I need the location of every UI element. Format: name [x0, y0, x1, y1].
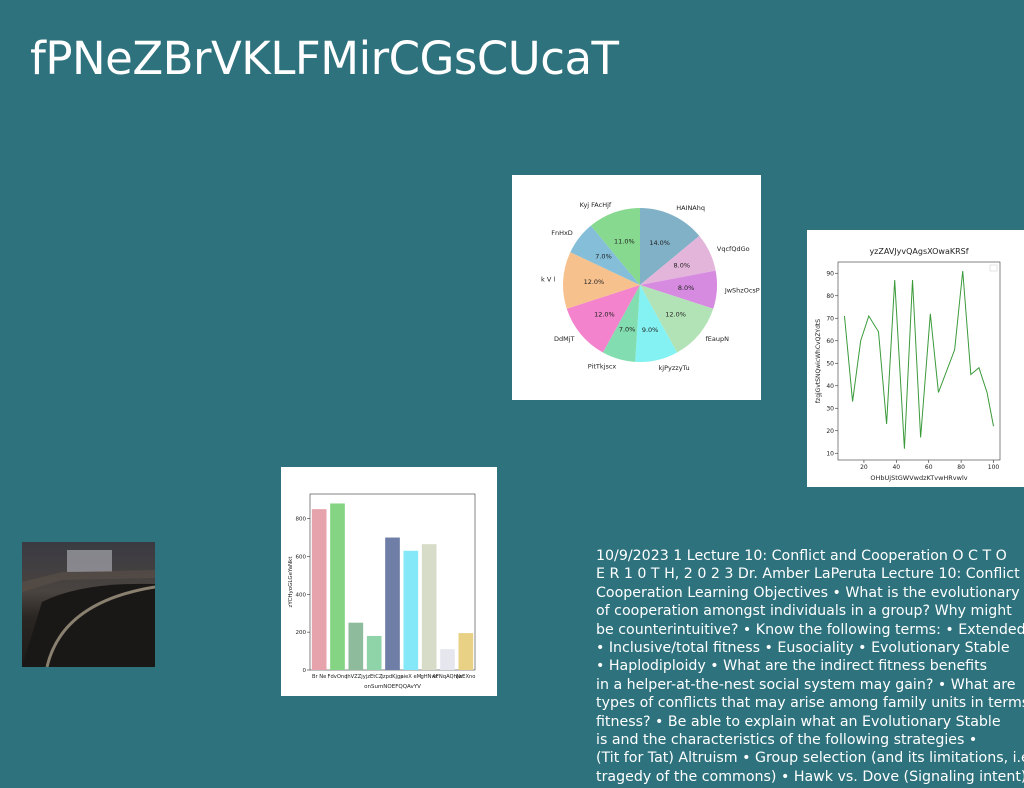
body-line: E R 1 0 T H, 2 0 2 3 Dr. Amber LaPeruta …: [596, 566, 1020, 583]
bar: [421, 544, 437, 670]
x-tick-label: Br Ne: [312, 674, 326, 680]
pie-slice: [570, 225, 640, 285]
line-chart: yzZAVJyvQAgsXOwaKRSf OHbUjStGWVwdzKTvwHRv…: [807, 230, 1024, 487]
slice-value-label: 11.0%: [614, 238, 635, 246]
bar: [385, 537, 400, 670]
slice-label: PitTkjscx: [588, 363, 617, 371]
slice-value-label: 12.0%: [665, 310, 686, 318]
slice-label: FnHxD: [551, 229, 573, 237]
slice-value-label: 14.0%: [649, 239, 670, 247]
photo: [22, 542, 155, 667]
pie-slice: [640, 270, 717, 309]
slice-value-label: 7.0%: [595, 253, 612, 261]
x-tick-label: aieX eM: [400, 674, 421, 680]
y-tick-label: 10: [826, 450, 834, 457]
bar: [458, 633, 474, 670]
slice-value-label: 9.0%: [642, 326, 659, 334]
y-tick-label: 30: [826, 405, 834, 412]
bar: [403, 550, 419, 670]
slice-value-label: 8.0%: [674, 261, 691, 269]
body-line: • Haplodiploidy • What are the indirect …: [596, 658, 988, 675]
y-tick-label: 80: [826, 293, 834, 300]
x-tick-label: 100: [988, 464, 1000, 471]
y-tick-label: 50: [826, 360, 834, 367]
x-tick-label: AFNqAQhjw: [432, 674, 463, 680]
x-tick-label: 80: [957, 464, 965, 471]
slice-label: JwShzOcsP: [724, 286, 760, 294]
chart-title: yzZAVJyvQAgsXOwaKRSf: [869, 247, 968, 256]
y-tick-label: 90: [826, 270, 834, 277]
pie-slice: [590, 208, 640, 285]
x-tick-label: FdvOnq: [327, 674, 347, 680]
body-text: 10/9/2023 1 Lecture 10: Conflict and Coo…: [596, 547, 1024, 786]
body-line: Cooperation Learning Objectives • What i…: [596, 584, 1020, 601]
plot-frame: [837, 261, 1001, 461]
x-tick-label: lhVZZjy: [346, 674, 366, 680]
y-tick-label: 20: [826, 428, 834, 435]
x-tick-label: gHNwt: [420, 674, 437, 680]
slice-label: fEaupN: [705, 335, 729, 343]
photo-drawing: [22, 550, 155, 667]
body-line: in a helper-at-the-nest social system ma…: [596, 676, 1016, 693]
x-tick-label: jzpdKjgp: [380, 674, 404, 680]
bar-chart: onSumNOEFQQAvYV zYCHyoGLGeYaNkt 0 200 400 600…: [281, 467, 497, 696]
y-tick-label: 70: [826, 315, 834, 322]
bar: [348, 622, 364, 670]
x-tick-label: NrEXno: [456, 674, 475, 680]
body-line: types of conflicts that may arise among …: [596, 695, 1024, 712]
y-axis-label: fzgjGvtSNQwicWhCvQZYdtS: [815, 319, 822, 403]
slice-label: DdMjT: [554, 335, 575, 343]
pie-slice: [640, 285, 714, 353]
bar: [311, 509, 327, 670]
slice-label: Kyj FAcHjf: [580, 201, 612, 209]
x-tick-label: 20: [860, 464, 868, 471]
body-line: of cooperation amongst individuals in a …: [596, 603, 1012, 620]
body-line: be counterintuitive? • Know the followin…: [596, 621, 1024, 638]
slice-label: VqcfQdGo: [717, 245, 750, 253]
y-tick-label: 600: [296, 554, 307, 560]
y-axis-label: zYCHyoGLGeYaNkt: [288, 556, 294, 608]
slice-value-label: 7.0%: [619, 325, 636, 333]
legend-box: [989, 264, 998, 272]
y-tick-label: 400: [296, 592, 307, 598]
x-tick-label: 40: [892, 464, 900, 471]
x-axis-label: OHbUjStGWVwdzKTvwHRvwlv: [870, 474, 967, 482]
pie-slice: [602, 285, 640, 362]
slice-value-label: 12.0%: [584, 278, 605, 286]
y-tick-label: 60: [826, 338, 834, 345]
bar: [440, 649, 455, 670]
x-tick-label: 60: [925, 464, 933, 471]
slice-label: HAINAhq: [676, 204, 705, 212]
bar: [366, 635, 382, 670]
slice-value-label: 12.0%: [594, 310, 615, 318]
slide-title: fPNeZBrVKLFMirCGsCUcaT: [30, 32, 619, 85]
x-tick-label: jzEtCZ: [365, 674, 383, 680]
body-line: fitness? • Be able to explain what an Ev…: [596, 713, 1001, 730]
bar: [330, 503, 345, 670]
y-tick-label: 0: [303, 668, 307, 674]
body-line: tragedy of the commons) • Hawk vs. Dove …: [596, 768, 1024, 785]
slice-label: kjPyzzyTu: [659, 364, 690, 372]
x-axis-label: onSumNOEFQQAvYV: [364, 684, 421, 690]
pie-slice: [640, 235, 716, 285]
pie-slice: [566, 285, 640, 353]
body-line: is and the characteristics of the follow…: [596, 732, 978, 749]
slice-label: k V l: [541, 276, 555, 284]
body-line: 10/9/2023 1 Lecture 10: Conflict and Coo…: [596, 548, 1007, 564]
y-tick-label: 40: [826, 383, 834, 390]
body-line: (Tit for Tat) Altruism • Group selection…: [596, 750, 1024, 767]
pie-chart: HAINAhq 14.0% VqcfQdGo 8.0% JwShzOcsP 8.0% fEa…: [512, 175, 761, 400]
body-line: • Inclusive/total fitness • Eusociality …: [596, 640, 1010, 657]
line-series: [843, 270, 995, 449]
pie-slice: [563, 252, 640, 309]
pie-slice: [640, 208, 700, 285]
pie-slice: [635, 285, 678, 362]
y-tick-label: 200: [296, 630, 307, 636]
slice-value-label: 8.0%: [678, 284, 695, 292]
y-tick-label: 800: [296, 517, 307, 523]
